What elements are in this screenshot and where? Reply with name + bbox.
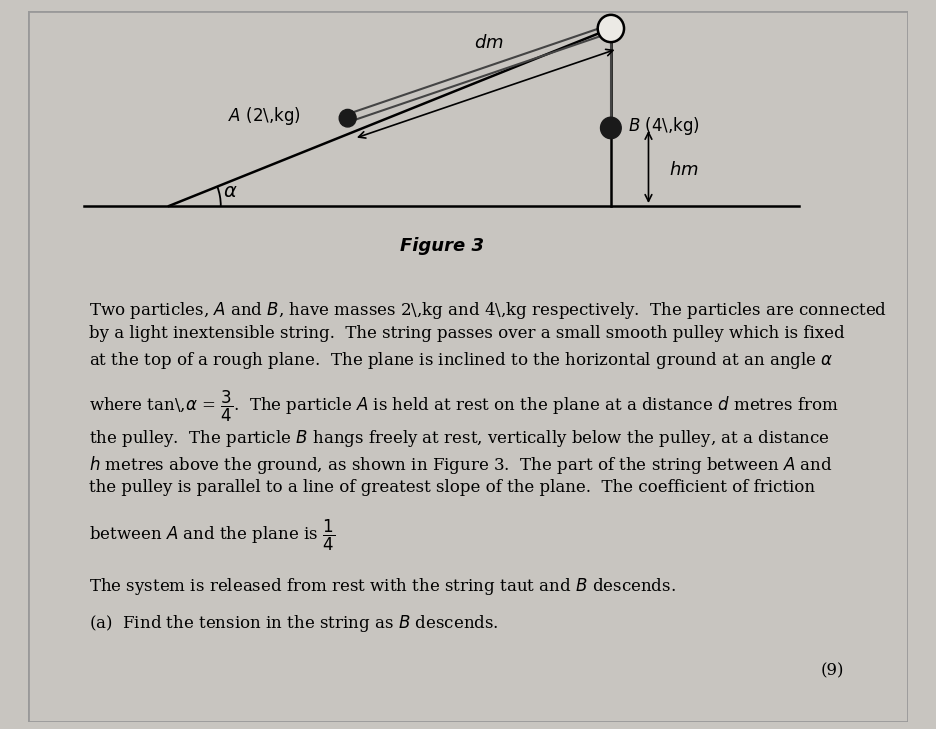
Text: where tan\,$\alpha$ = $\dfrac{3}{4}$.  The particle $\mathit{A}$ is held at rest: where tan\,$\alpha$ = $\dfrac{3}{4}$. Th… [89,389,839,424]
Text: (a)  Find the tension in the string as $\mathit{B}$ descends.: (a) Find the tension in the string as $\… [89,614,499,634]
Circle shape [339,109,356,127]
Circle shape [601,117,622,139]
Text: (9): (9) [821,662,844,679]
Text: Two particles, $\mathit{A}$ and $\mathit{B}$, have masses 2\,kg and 4\,kg respec: Two particles, $\mathit{A}$ and $\mathit… [89,300,887,321]
Circle shape [598,15,624,42]
Text: $\alpha$: $\alpha$ [223,182,238,200]
Text: The system is released from rest with the string taut and $\mathit{B}$ descends.: The system is released from rest with th… [89,577,676,598]
Text: by a light inextensible string.  The string passes over a small smooth pulley wh: by a light inextensible string. The stri… [89,325,845,342]
Text: $d$m: $d$m [474,34,504,52]
Text: $h$m: $h$m [669,161,699,179]
Text: the pulley is parallel to a line of greatest slope of the plane.  The coefficien: the pulley is parallel to a line of grea… [89,479,815,496]
Text: $h$ metres above the ground, as shown in Figure 3.  The part of the string betwe: $h$ metres above the ground, as shown in… [89,453,833,475]
Text: at the top of a rough plane.  The plane is inclined to the horizontal ground at : at the top of a rough plane. The plane i… [89,350,834,371]
Text: Figure 3: Figure 3 [400,237,484,255]
Text: the pulley.  The particle $\mathit{B}$ hangs freely at rest, vertically below th: the pulley. The particle $\mathit{B}$ ha… [89,428,830,449]
Text: $\mathit{B}$ (4\,kg): $\mathit{B}$ (4\,kg) [628,115,700,137]
Text: $\mathit{A}$ (2\,kg): $\mathit{A}$ (2\,kg) [228,105,300,128]
Text: between $\mathit{A}$ and the plane is $\dfrac{1}{4}$: between $\mathit{A}$ and the plane is $\… [89,518,335,553]
